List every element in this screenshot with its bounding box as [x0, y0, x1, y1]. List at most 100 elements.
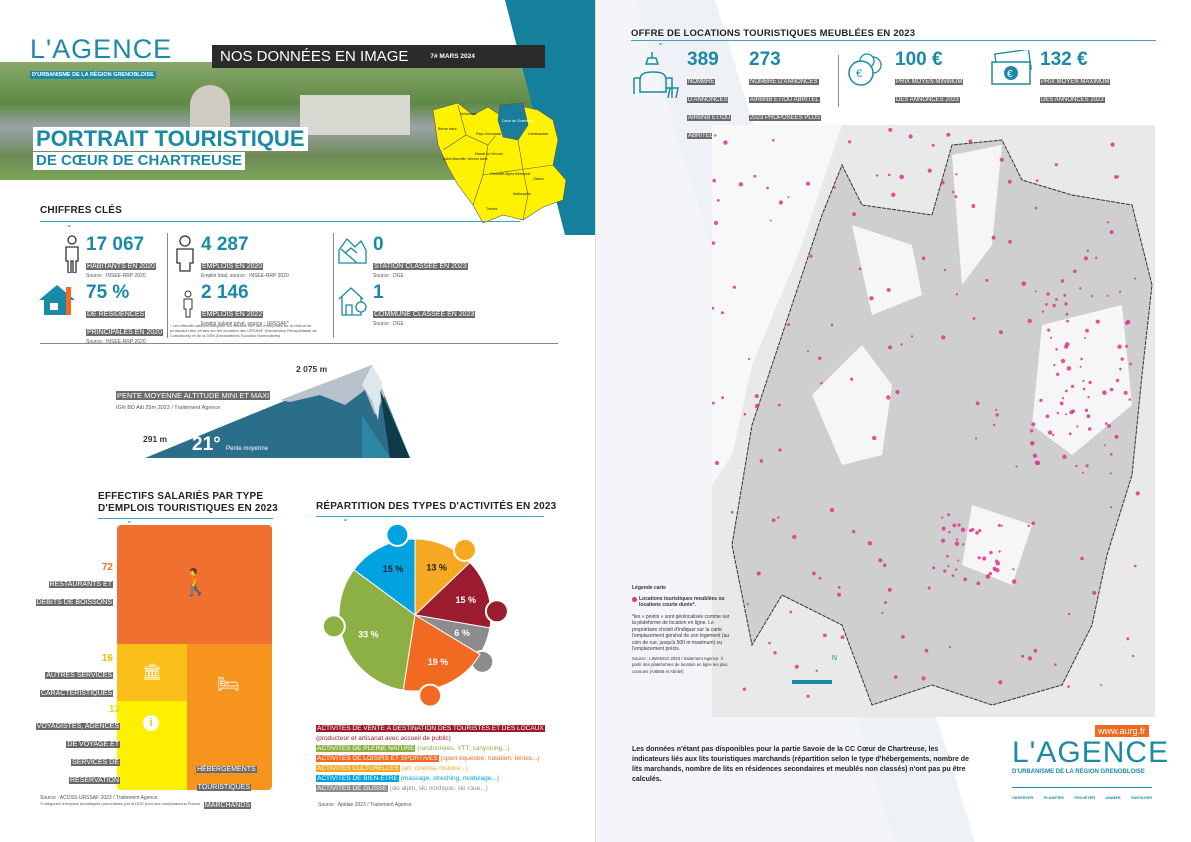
rental-dot	[872, 435, 877, 441]
rental-dot	[1065, 389, 1068, 393]
divider	[167, 233, 168, 338]
rental-dot	[1081, 471, 1084, 474]
rental-dot	[1131, 654, 1135, 658]
rental-dot	[1068, 612, 1071, 616]
rental-dot	[720, 311, 724, 315]
rental-dot	[1027, 656, 1033, 661]
rental-dot	[924, 648, 929, 653]
rental-dot	[1095, 319, 1100, 324]
rental-dot	[852, 529, 856, 534]
page-fold	[595, 0, 596, 842]
rental-dot	[820, 381, 823, 385]
rental-dot	[1114, 175, 1118, 179]
rental-dot	[888, 127, 893, 132]
rental-dot	[940, 180, 945, 185]
activities-heading: RÉPARTITION DES TYPES D'ACTIVITÉS EN 202…	[316, 501, 557, 512]
coins-icon: €	[848, 53, 882, 86]
rental-dot	[1117, 344, 1122, 349]
key-figures-heading: CHIFFRES CLÉS	[40, 205, 123, 216]
rental-dot	[1100, 684, 1103, 687]
rental-dot	[963, 577, 968, 582]
north-arrow: N	[832, 655, 837, 662]
rental-dot	[988, 571, 992, 576]
agence-logo: L'AGENCE D'URBANISME DE LA RÉGION GRENOB…	[30, 34, 173, 79]
rental-dot	[943, 569, 947, 573]
rental-dot	[1055, 298, 1058, 301]
rental-dot	[1133, 277, 1137, 280]
rental-dot	[1092, 590, 1097, 595]
rental-dot	[1083, 256, 1088, 261]
svg-text:€: €	[1007, 69, 1013, 80]
svg-text:Grésivaudan: Grésivaudan	[528, 132, 548, 136]
rental-dot	[985, 574, 991, 579]
rental-dot	[968, 139, 973, 143]
rental-dot	[778, 448, 782, 452]
employee-icon	[183, 290, 193, 318]
rental-dot	[995, 413, 999, 417]
rental-dot	[1128, 398, 1132, 401]
rental-dot	[943, 268, 947, 272]
ski-station-icon	[338, 238, 367, 264]
activities-legend: ACTIVITÉS DE VENTE À DESTINATION DES TOU…	[316, 724, 561, 794]
rental-dot	[1076, 425, 1079, 428]
rental-dot	[712, 241, 715, 245]
rental-dot	[948, 530, 951, 534]
rental-dot	[1033, 648, 1038, 653]
rental-dot	[754, 394, 759, 399]
rental-dot	[989, 550, 993, 555]
altitude-min: 291 m	[143, 434, 168, 444]
rental-dot	[1106, 221, 1110, 224]
town-icon	[338, 287, 367, 316]
rental-dot	[759, 459, 764, 463]
rental-dot	[1090, 295, 1093, 298]
employment-heading: EFFECTIFS SALARIÉS PAR TYPE D'EMPLOIS TOU…	[98, 491, 278, 514]
rental-dot	[931, 143, 935, 147]
rental-dot	[1080, 556, 1084, 561]
rental-dot	[887, 173, 891, 177]
pie-label: 15 %	[455, 595, 476, 605]
rental-dot	[746, 602, 749, 606]
rental-dot	[876, 174, 879, 177]
sofa-icon	[633, 52, 679, 98]
rental-dot	[977, 556, 981, 560]
label-travel-agencies: 13 VOYAGISTES, AGENCES DE VOYAGE ET SERVI…	[35, 704, 120, 784]
rental-dot	[867, 541, 873, 546]
divider	[98, 518, 273, 519]
svg-text:€: €	[856, 68, 862, 80]
rental-dot	[1054, 163, 1058, 167]
rental-dot	[878, 558, 883, 563]
rental-dot	[807, 350, 809, 353]
pie-label: 19 %	[428, 657, 449, 667]
rentals-map: N	[712, 125, 1155, 717]
rental-dot	[999, 157, 1004, 162]
website-link[interactable]: www.aurg.fr	[1095, 725, 1149, 737]
activities-source: Source : Apidae 2023 / Traitement Agence	[318, 802, 412, 808]
rental-dot	[1029, 429, 1034, 433]
rental-dot	[993, 568, 997, 572]
tile-restaurants: 🚶	[117, 525, 272, 644]
rental-dot	[738, 182, 744, 187]
rental-dot	[954, 541, 960, 546]
rental-dot	[1046, 292, 1050, 296]
slope-label: Pente moyenne	[226, 446, 269, 452]
rental-dot	[1052, 303, 1056, 308]
rental-dot	[1082, 379, 1085, 382]
rental-dot	[823, 633, 827, 638]
rental-dot	[1110, 142, 1115, 147]
svg-text:Voironnais: Voironnais	[460, 112, 477, 116]
rental-dot	[1079, 287, 1082, 290]
rental-dot	[881, 611, 884, 614]
svg-text:Bièvre Isère: Bièvre Isère	[438, 127, 457, 131]
rental-dot	[1123, 390, 1128, 395]
rental-dot	[833, 186, 836, 189]
rental-dot	[1088, 427, 1092, 431]
hiker-icon	[321, 614, 346, 639]
rental-dot	[1102, 390, 1107, 396]
rental-dot	[756, 571, 761, 576]
rental-dot	[1055, 348, 1058, 351]
svg-text:Massif du Vercors: Massif du Vercors	[475, 152, 503, 156]
issue-date: 7# MARS 2024	[430, 53, 475, 60]
rental-dot	[869, 296, 874, 301]
pie-label: 15 %	[383, 564, 404, 574]
rental-dot	[941, 516, 944, 519]
